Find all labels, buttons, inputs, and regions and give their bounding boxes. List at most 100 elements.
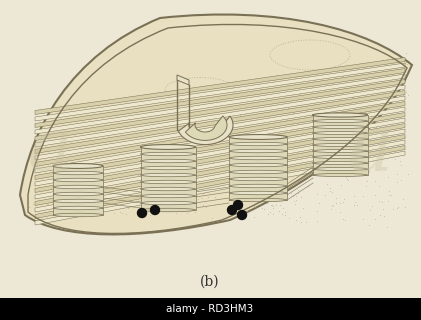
Polygon shape	[312, 157, 368, 163]
Ellipse shape	[229, 163, 287, 167]
Circle shape	[138, 209, 147, 218]
Text: a: a	[347, 113, 393, 187]
Polygon shape	[141, 182, 195, 189]
Circle shape	[234, 201, 242, 210]
Polygon shape	[53, 187, 103, 194]
Ellipse shape	[312, 125, 368, 129]
Polygon shape	[141, 168, 195, 175]
Polygon shape	[35, 68, 405, 127]
Polygon shape	[35, 96, 405, 160]
Ellipse shape	[53, 213, 103, 217]
Ellipse shape	[141, 201, 195, 205]
Ellipse shape	[53, 178, 103, 182]
Ellipse shape	[141, 152, 195, 156]
Ellipse shape	[141, 208, 195, 212]
Ellipse shape	[141, 180, 195, 184]
Polygon shape	[141, 147, 195, 154]
Polygon shape	[229, 158, 287, 165]
Polygon shape	[35, 74, 405, 134]
Ellipse shape	[141, 166, 195, 170]
Ellipse shape	[312, 173, 368, 177]
Ellipse shape	[229, 134, 287, 140]
Ellipse shape	[53, 192, 103, 196]
Ellipse shape	[312, 138, 368, 140]
Polygon shape	[312, 145, 368, 151]
Polygon shape	[229, 193, 287, 200]
Polygon shape	[312, 163, 368, 169]
Ellipse shape	[53, 164, 103, 168]
Ellipse shape	[229, 156, 287, 160]
Polygon shape	[35, 151, 405, 225]
Bar	[0, 298, 421, 320]
Polygon shape	[35, 101, 405, 166]
Polygon shape	[229, 179, 287, 186]
Ellipse shape	[53, 185, 103, 189]
Polygon shape	[141, 175, 195, 182]
Ellipse shape	[229, 177, 287, 181]
Polygon shape	[35, 134, 405, 205]
Polygon shape	[53, 180, 103, 187]
Polygon shape	[35, 129, 405, 199]
Polygon shape	[35, 146, 405, 219]
Polygon shape	[312, 121, 368, 127]
Polygon shape	[229, 144, 287, 151]
Ellipse shape	[53, 171, 103, 175]
Polygon shape	[312, 115, 368, 121]
Polygon shape	[53, 194, 103, 201]
Polygon shape	[35, 85, 405, 147]
Ellipse shape	[141, 194, 195, 198]
Polygon shape	[53, 201, 103, 208]
Polygon shape	[141, 189, 195, 196]
Polygon shape	[141, 196, 195, 203]
Ellipse shape	[229, 198, 287, 202]
Ellipse shape	[141, 159, 195, 163]
Ellipse shape	[312, 149, 368, 153]
Polygon shape	[229, 172, 287, 179]
Polygon shape	[141, 161, 195, 168]
Ellipse shape	[141, 187, 195, 191]
Polygon shape	[35, 124, 405, 193]
Ellipse shape	[229, 135, 287, 139]
Ellipse shape	[141, 145, 195, 149]
Polygon shape	[35, 79, 405, 140]
Ellipse shape	[53, 164, 103, 168]
Polygon shape	[177, 75, 189, 85]
Ellipse shape	[312, 132, 368, 134]
Polygon shape	[35, 118, 405, 186]
Ellipse shape	[312, 113, 368, 117]
Polygon shape	[185, 116, 227, 140]
Circle shape	[150, 205, 160, 214]
Polygon shape	[312, 139, 368, 145]
Ellipse shape	[141, 145, 195, 149]
Ellipse shape	[312, 119, 368, 123]
Ellipse shape	[53, 206, 103, 210]
Polygon shape	[312, 151, 368, 157]
Polygon shape	[229, 151, 287, 158]
Text: (b): (b)	[200, 275, 220, 289]
Circle shape	[237, 211, 247, 220]
Ellipse shape	[229, 184, 287, 188]
Ellipse shape	[312, 143, 368, 147]
Polygon shape	[53, 173, 103, 180]
Ellipse shape	[312, 167, 368, 171]
Polygon shape	[229, 186, 287, 193]
Ellipse shape	[312, 114, 368, 116]
Ellipse shape	[141, 173, 195, 177]
Ellipse shape	[312, 156, 368, 158]
Polygon shape	[53, 166, 103, 173]
Polygon shape	[35, 107, 405, 173]
Polygon shape	[35, 58, 405, 115]
Polygon shape	[312, 133, 368, 139]
Polygon shape	[141, 203, 195, 210]
Polygon shape	[229, 137, 287, 144]
Ellipse shape	[229, 191, 287, 195]
Polygon shape	[35, 63, 405, 121]
Polygon shape	[53, 208, 103, 215]
Ellipse shape	[229, 142, 287, 146]
Polygon shape	[35, 91, 405, 154]
Circle shape	[227, 205, 237, 214]
Ellipse shape	[312, 162, 368, 164]
Polygon shape	[312, 127, 368, 133]
Polygon shape	[179, 116, 233, 145]
PathPatch shape	[20, 14, 412, 235]
